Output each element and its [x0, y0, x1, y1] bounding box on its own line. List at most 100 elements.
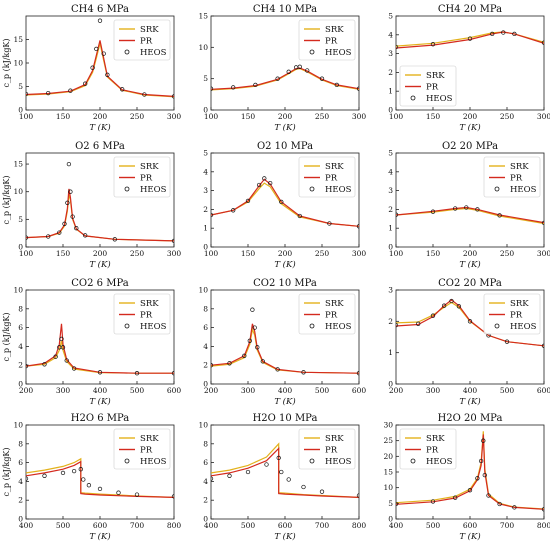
data-point-heos [62, 221, 67, 226]
series-line-srk [26, 340, 174, 374]
data-point-heos [171, 238, 174, 244]
data-point-heos [78, 467, 83, 472]
data-point-heos [475, 207, 480, 212]
y-tick-label: 6 [203, 323, 208, 332]
data-point-heos [481, 438, 486, 443]
data-point-heos [275, 367, 280, 372]
data-point-heos [171, 371, 174, 376]
legend-label: SRK [325, 162, 344, 172]
x-tick-label: 200 [278, 112, 293, 121]
y-tick-label: 0 [388, 243, 393, 252]
y-tick-label: 15 [13, 35, 23, 44]
data-point-heos [247, 338, 252, 343]
data-point-heos [497, 501, 502, 507]
x-tick-label: 300 [241, 386, 256, 395]
data-point-heos [171, 94, 174, 99]
chart-title: O2 6 MPa [75, 141, 125, 152]
chart-panel: CO2 6 MPa 200 300 400 500 600 0 2 4 6 8 10 T (K) c_p … [2, 278, 181, 407]
data-point-heos [42, 473, 47, 478]
x-axis-label: T (K) [274, 396, 295, 407]
y-tick-label: 15 [13, 160, 23, 169]
chart-panel: H2O 6 MPa 400 500 600 700 800 0 2 4 6 8 10 T (K) c_p … [2, 413, 181, 542]
data-point-heos [319, 76, 325, 81]
data-point-heos [256, 182, 262, 188]
data-point-heos [83, 81, 88, 86]
data-point-heos [53, 354, 58, 359]
x-tick-label: 100 [204, 249, 219, 258]
data-point-heos [116, 490, 121, 495]
data-point-heos [276, 455, 281, 461]
legend-label: HEOS [510, 185, 537, 195]
y-tick-label: 0 [203, 243, 208, 252]
legend-label: PR [140, 311, 153, 321]
chart-title: O2 20 MPa [442, 141, 498, 152]
x-tick-label: 700 [500, 521, 515, 530]
y-tick-label: 3 [388, 286, 393, 295]
data-point-heos [486, 493, 491, 498]
y-tick-label: 2 [203, 496, 208, 505]
legend-swatch-heos [309, 49, 315, 55]
y-tick-label: 4 [203, 477, 208, 486]
legend-label: PR [325, 446, 338, 456]
data-point-heos [142, 92, 147, 97]
data-point-heos [59, 336, 64, 342]
x-tick-label: 250 [500, 249, 515, 258]
data-point-heos [305, 68, 310, 73]
plot-area [396, 30, 544, 50]
x-tick-label: 600 [93, 521, 108, 530]
chart-title: CH4 10 MPa [253, 4, 317, 15]
plot-area [26, 18, 174, 99]
y-tick-label: 5 [388, 149, 393, 158]
chart-panel: H2O 10 MPa 400 500 600 700 800 0 2 4 6 8 10 T (K) SRK… [198, 413, 366, 542]
y-tick-label: 0 [388, 106, 393, 115]
x-tick-label: 100 [389, 249, 404, 258]
data-point-heos [242, 353, 247, 358]
x-tick-label: 300 [56, 386, 71, 395]
y-tick-label: 4 [388, 167, 393, 176]
data-point-heos [26, 363, 29, 369]
data-point-heos [26, 91, 29, 97]
legend-label: HEOS [140, 185, 167, 195]
chart-title: CO2 6 MPa [71, 278, 128, 289]
x-tick-label: 150 [241, 112, 256, 121]
legend-label: HEOS [426, 457, 453, 467]
y-tick-label: 8 [203, 439, 208, 448]
x-tick-label: 600 [352, 386, 367, 395]
y-tick-label: 0 [18, 243, 23, 252]
legend-label: SRK [325, 25, 344, 35]
x-tick-label: 400 [278, 386, 293, 395]
legend-label: SRK [426, 434, 445, 444]
x-tick-label: 100 [389, 112, 404, 121]
data-point-heos [396, 501, 399, 507]
y-tick-label: 2 [388, 68, 393, 77]
series-line-pr [26, 323, 174, 374]
y-tick-label: 10 [198, 43, 208, 52]
data-point-heos [74, 226, 79, 231]
chart-title: CH4 6 MPa [71, 4, 129, 15]
series-line-srk [396, 207, 544, 225]
legend-swatch-heos [124, 186, 130, 192]
chart-title: CO2 10 MPa [253, 278, 317, 289]
series-line-pr [211, 447, 359, 498]
y-axis-label: c_p (kJ/kgK) [2, 312, 11, 361]
data-point-heos [396, 44, 399, 50]
legend-label: HEOS [325, 457, 352, 467]
y-tick-label: 8 [203, 304, 208, 313]
data-point-heos [262, 176, 267, 181]
data-point-heos [227, 361, 232, 366]
y-tick-label: 0 [203, 380, 208, 389]
y-tick-label: 30 [383, 421, 393, 430]
x-tick-label: 700 [315, 521, 330, 530]
data-point-heos [68, 88, 73, 93]
x-axis-label: T (K) [274, 259, 295, 270]
data-point-heos [81, 477, 86, 482]
legend-label: PR [510, 174, 523, 184]
data-point-heos [26, 235, 29, 240]
x-tick-label: 100 [204, 112, 219, 121]
y-tick-label: 1 [203, 224, 208, 233]
data-point-heos [46, 90, 51, 96]
y-tick-label: 10 [198, 286, 208, 295]
x-axis-label: T (K) [274, 531, 295, 542]
